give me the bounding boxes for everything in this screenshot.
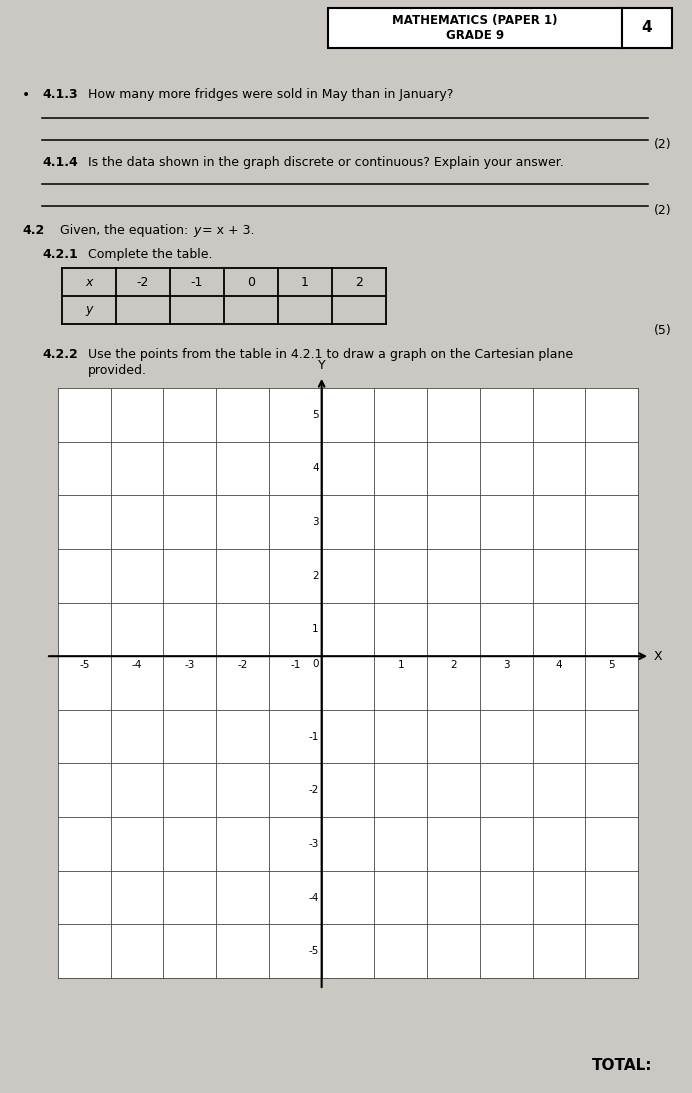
Text: -2: -2 xyxy=(137,275,149,289)
Bar xyxy=(328,8,622,48)
Text: 2: 2 xyxy=(312,571,318,580)
Text: provided.: provided. xyxy=(88,364,147,377)
Text: x: x xyxy=(85,275,93,289)
Text: TOTAL:: TOTAL: xyxy=(592,1058,653,1073)
Text: 5: 5 xyxy=(312,410,318,420)
Text: 4: 4 xyxy=(312,463,318,473)
Text: -1: -1 xyxy=(308,731,318,742)
Text: 4: 4 xyxy=(641,21,653,35)
Text: -1: -1 xyxy=(290,660,300,670)
Text: 4.1.3: 4.1.3 xyxy=(42,89,78,101)
Text: -1: -1 xyxy=(191,275,203,289)
Text: 1: 1 xyxy=(397,660,404,670)
Text: MATHEMATICS (PAPER 1): MATHEMATICS (PAPER 1) xyxy=(392,14,558,27)
Text: (2): (2) xyxy=(654,138,672,151)
Text: Is the data shown in the graph discrete or continuous? Explain your answer.: Is the data shown in the graph discrete … xyxy=(88,156,564,169)
Text: How many more fridges were sold in May than in January?: How many more fridges were sold in May t… xyxy=(88,89,453,101)
Text: 0: 0 xyxy=(247,275,255,289)
Text: y: y xyxy=(85,304,93,317)
Text: 4.2.2: 4.2.2 xyxy=(42,348,78,361)
Text: (5): (5) xyxy=(654,324,672,337)
Text: Y: Y xyxy=(318,359,325,372)
Text: -3: -3 xyxy=(185,660,195,670)
Text: -5: -5 xyxy=(308,947,318,956)
Text: 2: 2 xyxy=(355,275,363,289)
Text: 5: 5 xyxy=(608,660,615,670)
Text: y: y xyxy=(190,224,206,237)
Text: 4.1.4: 4.1.4 xyxy=(42,156,78,169)
Text: Given, the equation:: Given, the equation: xyxy=(60,224,188,237)
Bar xyxy=(58,388,638,978)
Text: GRADE 9: GRADE 9 xyxy=(446,30,504,42)
Text: 4: 4 xyxy=(556,660,562,670)
Text: -2: -2 xyxy=(237,660,248,670)
Text: 4.2: 4.2 xyxy=(22,224,44,237)
Text: 2: 2 xyxy=(450,660,457,670)
Text: 3: 3 xyxy=(312,517,318,527)
Text: Complete the table.: Complete the table. xyxy=(88,248,212,261)
Text: 0: 0 xyxy=(312,659,318,669)
Text: (2): (2) xyxy=(654,204,672,218)
Text: Use the points from the table in 4.2.1 to draw a graph on the Cartesian plane: Use the points from the table in 4.2.1 t… xyxy=(88,348,573,361)
Text: 3: 3 xyxy=(503,660,509,670)
Bar xyxy=(622,8,672,48)
Text: -4: -4 xyxy=(132,660,143,670)
Text: 1: 1 xyxy=(312,624,318,634)
Text: X: X xyxy=(654,649,663,662)
Text: -4: -4 xyxy=(308,893,318,903)
Text: •: • xyxy=(22,89,30,102)
Text: 4.2.1: 4.2.1 xyxy=(42,248,78,261)
Text: = x + 3.: = x + 3. xyxy=(202,224,255,237)
Text: 1: 1 xyxy=(301,275,309,289)
Text: -2: -2 xyxy=(308,785,318,796)
Text: -3: -3 xyxy=(308,839,318,849)
Text: -5: -5 xyxy=(79,660,89,670)
